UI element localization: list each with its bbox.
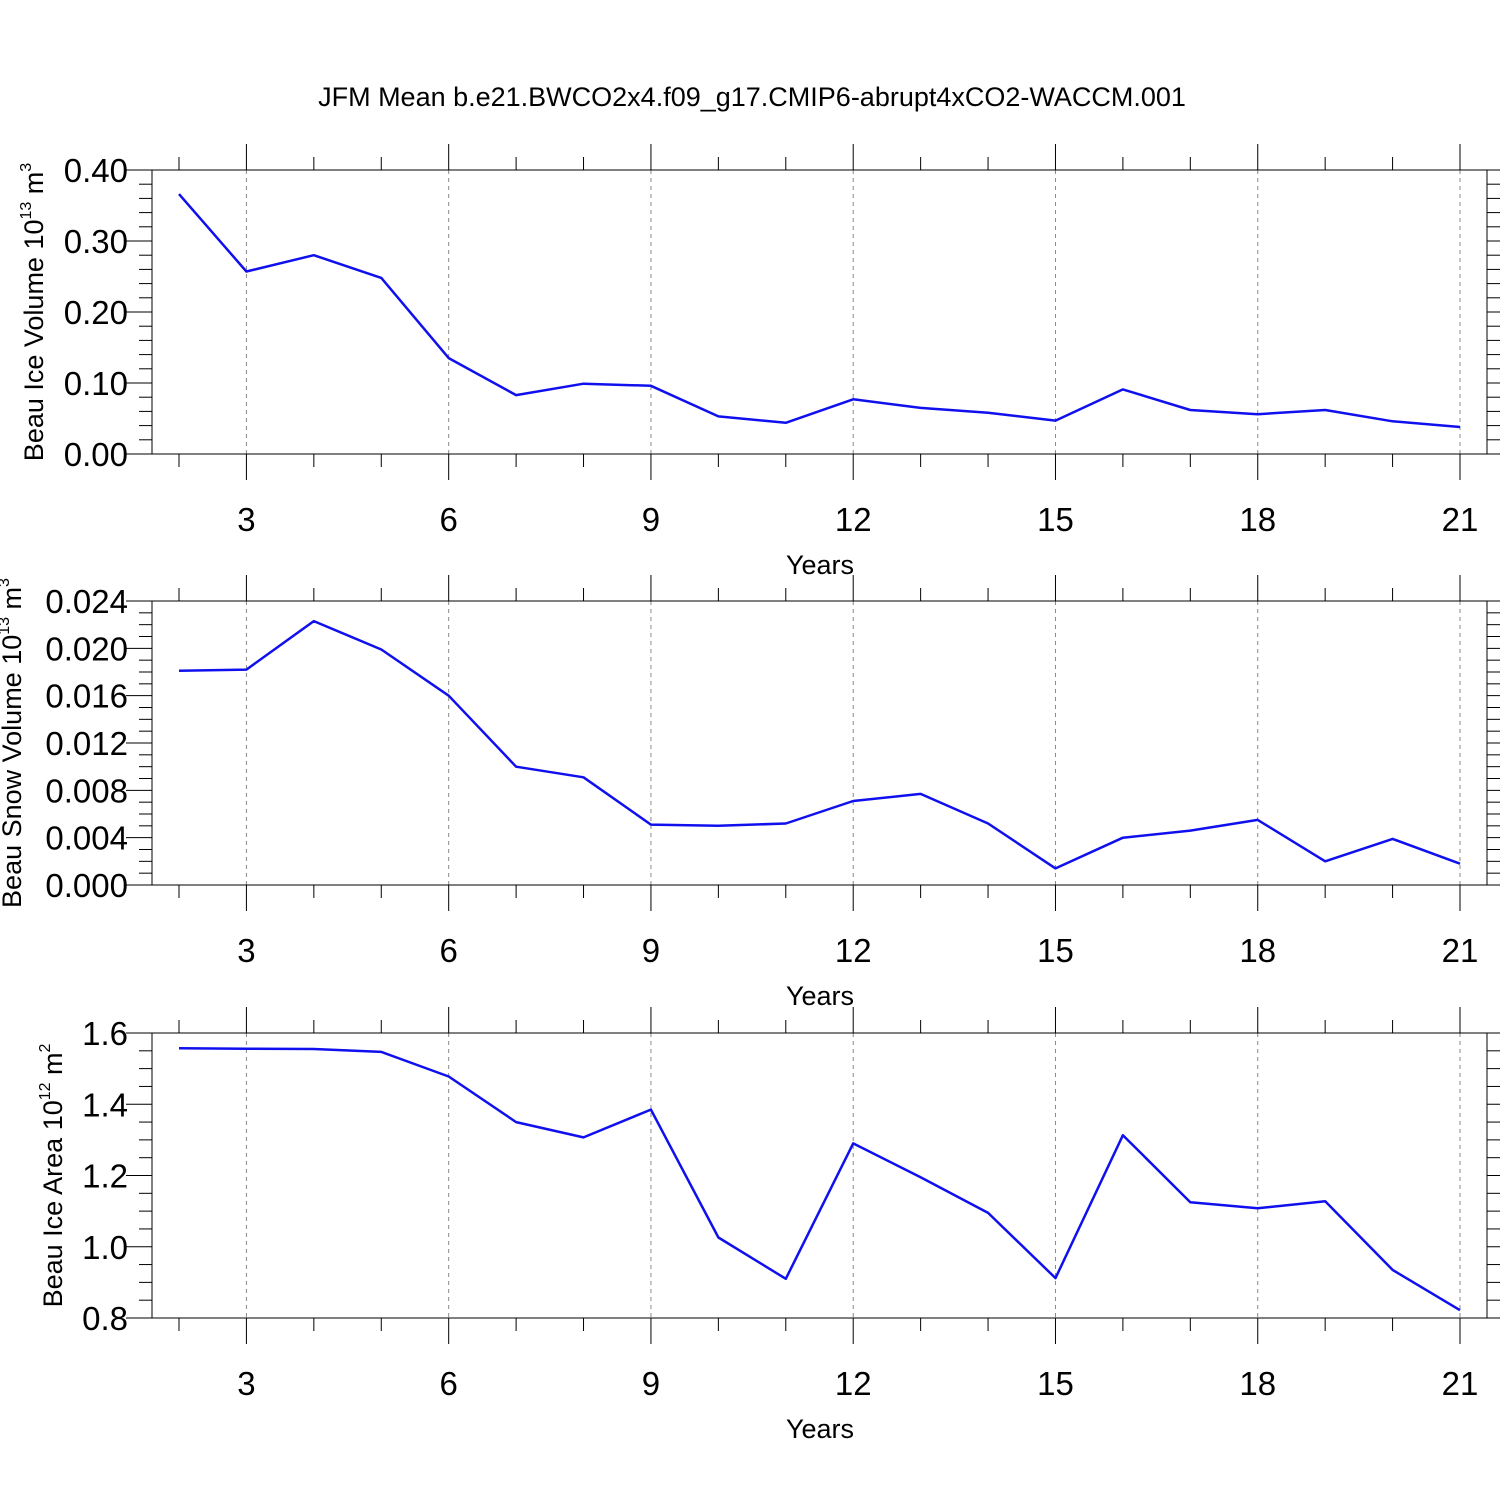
x-tick-label: 3 [237, 501, 255, 538]
y-tick-label: 0.8 [82, 1300, 128, 1337]
x-tick-label: 9 [642, 932, 660, 969]
y-axis-title-superscript: 13 [18, 202, 35, 220]
x-tick-label: 12 [835, 1365, 872, 1402]
x-tick-label: 15 [1037, 1365, 1074, 1402]
y-tick-label: 0.004 [45, 820, 128, 857]
y-tick-label: 0.10 [64, 365, 128, 402]
y-axis-title-superscript: 13 [0, 617, 13, 635]
y-axis-title-part: m [38, 1052, 68, 1082]
y-tick-label: 1.2 [82, 1158, 128, 1195]
x-tick-label: 3 [237, 1365, 255, 1402]
y-axis-title-part: Beau Ice Area 10 [38, 1100, 68, 1307]
y-tick-label: 1.0 [82, 1229, 128, 1266]
x-tick-label: 6 [440, 501, 458, 538]
x-tick-label: 21 [1442, 932, 1479, 969]
y-axis-title-superscript: 3 [18, 163, 35, 172]
y-tick-label: 0.30 [64, 223, 128, 260]
y-axis-title: Beau Ice Area 1012 m2 [37, 1043, 68, 1307]
y-axis-title-part: m [19, 172, 49, 202]
y-tick-label: 0.012 [45, 725, 128, 762]
y-tick-label: 0.024 [45, 583, 128, 620]
y-axis-title-superscript: 12 [37, 1082, 54, 1100]
y-tick-label: 0.20 [64, 294, 128, 331]
y-axis-title: Beau Snow Volume 1013 m3 [0, 578, 27, 908]
x-axis-title: Years [786, 550, 854, 580]
x-axis-title: Years [786, 981, 854, 1011]
x-tick-label: 9 [642, 1365, 660, 1402]
plot-frame [151, 600, 1488, 886]
panel-2: 3 6 9 12 15 18 21 0.000 0.004 0.008 0.012 0.016 0.02… [0, 575, 1500, 1011]
x-tick-label: 15 [1037, 932, 1074, 969]
x-tick-label: 21 [1442, 501, 1479, 538]
x-axis-title: Years [786, 1414, 854, 1444]
y-tick-label: 0.008 [45, 772, 128, 809]
y-tick-label: 0.020 [45, 630, 128, 667]
series-line [178, 193, 1461, 429]
x-tick-label: 6 [440, 1365, 458, 1402]
y-axis-title-part: Beau Snow Volume 10 [0, 635, 27, 908]
y-tick-label: 0.000 [45, 867, 128, 904]
y-axis-title-part: m [0, 587, 27, 617]
x-tick-label: 18 [1239, 501, 1276, 538]
x-tick-label: 12 [835, 501, 872, 538]
y-axis-title-superscript: 3 [0, 578, 13, 587]
x-tick-label: 6 [440, 932, 458, 969]
panel-1: 3 6 9 12 15 18 21 0.00 0.10 0.20 0.30 0.40 Years Beau… [18, 144, 1500, 580]
y-axis-title-part: Beau Ice Volume 10 [19, 220, 49, 462]
figure-title: JFM Mean b.e21.BWCO2x4.f09_g17.CMIP6-abr… [318, 82, 1186, 112]
y-tick-label: 1.6 [82, 1015, 128, 1052]
x-tick-label: 21 [1442, 1365, 1479, 1402]
x-tick-label: 18 [1239, 932, 1276, 969]
y-tick-label: 0.00 [64, 436, 128, 473]
panel-3: 3 6 9 12 15 18 21 0.8 1.0 1.2 1.4 1.6 Years Beau Ice … [37, 1007, 1500, 1444]
y-tick-label: 1.4 [82, 1086, 128, 1123]
x-tick-label: 9 [642, 501, 660, 538]
y-tick-label: 0.40 [64, 152, 128, 189]
y-axis-title-superscript: 2 [37, 1043, 54, 1052]
y-tick-label: 0.016 [45, 678, 128, 715]
x-tick-label: 18 [1239, 1365, 1276, 1402]
series-line [178, 619, 1461, 870]
y-axis-title: Beau Ice Volume 1013 m3 [18, 163, 49, 461]
x-tick-label: 12 [835, 932, 872, 969]
x-tick-label: 3 [237, 932, 255, 969]
x-tick-label: 15 [1037, 501, 1074, 538]
plot-frame [151, 1032, 1488, 1319]
series-line [178, 1047, 1461, 1312]
